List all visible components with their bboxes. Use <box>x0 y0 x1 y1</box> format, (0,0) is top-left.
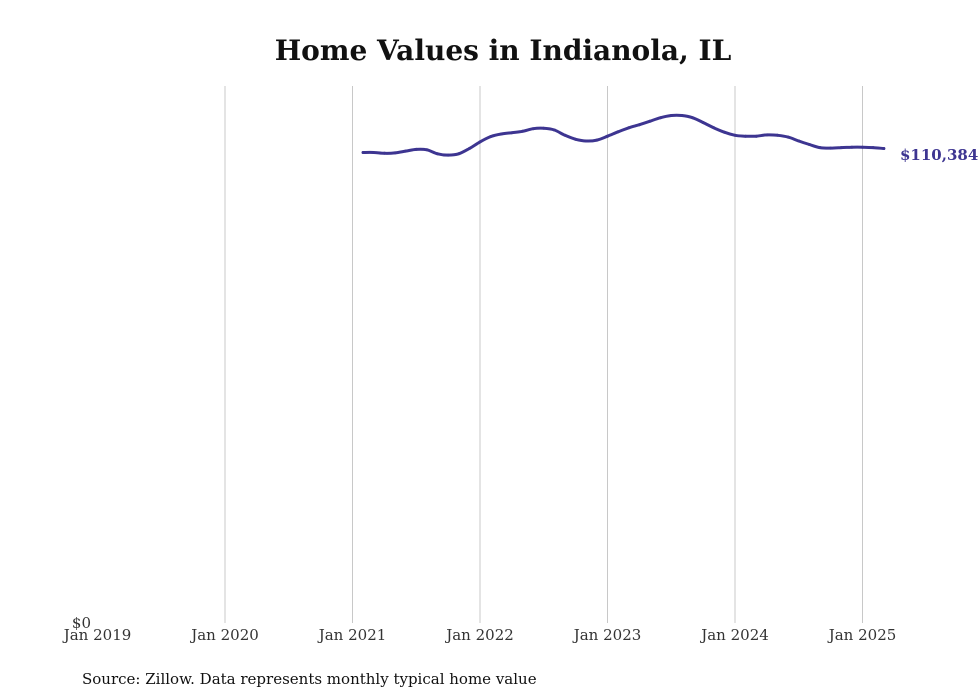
data-point-2021-08 <box>425 148 429 152</box>
chart-title: Home Values in Indianola, IL <box>275 34 732 67</box>
data-point-2022-10 <box>574 137 578 141</box>
x-tick-label: Jan 2019 <box>62 626 132 644</box>
data-point-2023-12 <box>722 130 726 134</box>
data-point-2025-03 <box>882 147 886 150</box>
data-point-2024-10 <box>829 146 833 150</box>
data-point-2023-03 <box>627 126 631 130</box>
home-value-line <box>361 113 886 157</box>
data-point-2021-03 <box>372 151 376 154</box>
data-point-2022-12 <box>595 138 599 142</box>
data-point-2022-11 <box>584 139 588 143</box>
data-point-2023-05 <box>648 119 652 123</box>
data-point-2023-06 <box>659 116 663 120</box>
data-point-2021-12 <box>467 147 471 150</box>
data-point-2023-04 <box>637 123 641 127</box>
x-tick-label: Jan 2021 <box>317 626 387 644</box>
data-point-2024-12 <box>850 145 854 149</box>
data-point-2021-10 <box>446 153 450 157</box>
data-point-2024-11 <box>839 146 843 150</box>
data-point-2022-04 <box>510 131 514 135</box>
x-tick-label: Jan 2022 <box>444 626 514 644</box>
data-point-2022-01 <box>478 140 482 144</box>
data-point-2024-02 <box>744 134 748 138</box>
gridlines <box>224 86 863 623</box>
data-point-2025-01 <box>861 145 864 149</box>
data-point-2024-08 <box>807 143 811 146</box>
data-point-2021-02 <box>361 151 365 154</box>
data-point-2022-03 <box>499 132 503 136</box>
x-axis-ticks: Jan 2019 Jan 2020 Jan 2021 Jan 2022 Jan 2023… <box>62 626 897 644</box>
data-point-2021-06 <box>404 149 408 153</box>
series-points <box>361 114 886 157</box>
data-point-2024-07 <box>797 139 801 143</box>
data-point-2022-08 <box>552 128 556 132</box>
data-point-2023-09 <box>691 116 694 120</box>
source-note: Source: Zillow. Data represents monthly … <box>82 670 537 688</box>
data-point-2022-02 <box>489 135 493 139</box>
x-tick-label: Jan 2023 <box>572 626 642 644</box>
data-point-2025-02 <box>871 146 875 150</box>
data-point-2022-09 <box>563 133 567 137</box>
data-point-2022-06 <box>531 127 535 131</box>
y-tick-label-0: $0 <box>72 614 91 632</box>
x-tick-label: Jan 2025 <box>827 626 897 644</box>
data-point-2023-01 <box>606 134 609 138</box>
data-point-2024-06 <box>786 135 790 139</box>
data-point-2023-02 <box>616 130 620 134</box>
x-tick-label: Jan 2020 <box>189 626 259 644</box>
end-value-label: $110,384 <box>900 146 978 164</box>
data-point-2023-10 <box>701 121 705 124</box>
data-point-2021-04 <box>382 151 386 155</box>
data-point-2021-05 <box>393 151 397 155</box>
data-point-2021-09 <box>436 152 439 156</box>
data-point-2022-05 <box>521 129 524 133</box>
data-point-2024-01 <box>733 133 737 137</box>
data-point-2021-11 <box>457 152 461 156</box>
data-point-2024-04 <box>765 133 769 137</box>
x-tick-label: Jan 2024 <box>699 626 769 644</box>
data-point-2024-09 <box>818 146 822 150</box>
data-point-2024-05 <box>776 133 779 137</box>
data-point-2024-03 <box>754 134 758 138</box>
data-point-2023-08 <box>680 114 684 117</box>
data-point-2023-11 <box>712 126 716 130</box>
data-point-2022-07 <box>542 126 546 130</box>
data-point-2023-07 <box>669 114 673 117</box>
data-point-2021-07 <box>414 147 418 151</box>
